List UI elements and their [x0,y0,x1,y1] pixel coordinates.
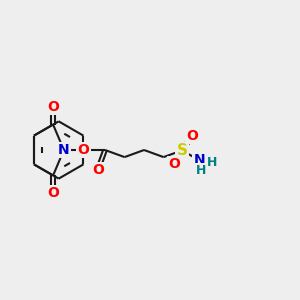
Text: H: H [196,164,206,177]
Text: O: O [47,186,59,200]
Text: N: N [193,153,205,167]
Text: O: O [168,157,180,171]
Text: O: O [47,100,59,114]
Text: S: S [177,143,188,158]
Text: O: O [78,143,89,157]
Text: O: O [186,129,198,143]
Text: O: O [92,163,104,177]
Text: H: H [207,156,218,169]
Text: N: N [58,143,70,157]
